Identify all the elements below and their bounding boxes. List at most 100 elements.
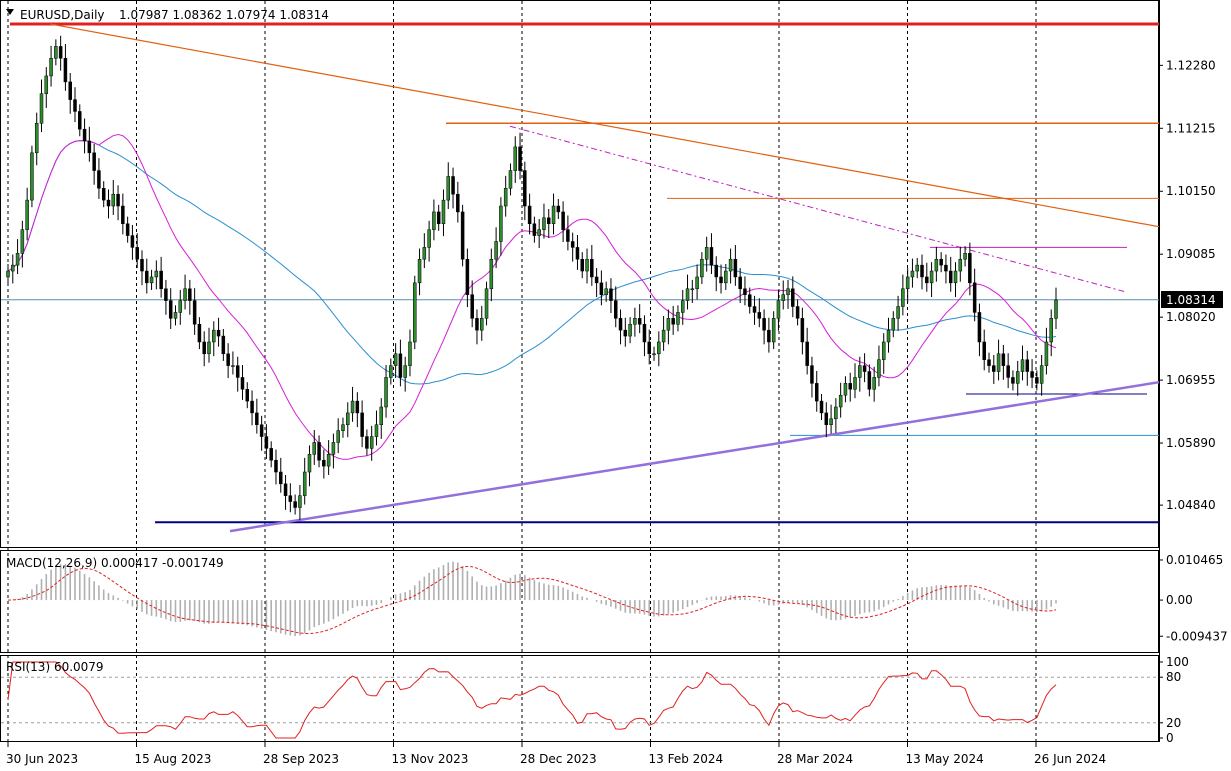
candle	[752, 306, 757, 313]
candle	[862, 365, 867, 372]
x-tick-label: 13 May 2024	[906, 752, 984, 766]
rsi-panel-frame	[0, 655, 1159, 742]
x-tick-label: 28 Sep 2023	[263, 752, 339, 766]
candle	[618, 318, 623, 331]
candle	[111, 193, 116, 207]
candle	[30, 152, 34, 201]
candle	[11, 264, 15, 272]
candle	[958, 258, 963, 272]
candle	[680, 300, 685, 313]
y-tick-label: 1.10150	[1166, 184, 1216, 198]
x-tick-label: 30 Jun 2023	[6, 752, 78, 766]
candle	[623, 329, 628, 337]
candle	[647, 341, 651, 355]
candle	[154, 270, 159, 278]
candle	[307, 454, 312, 473]
candle	[728, 258, 733, 272]
candle	[661, 329, 666, 343]
candle	[886, 329, 891, 343]
candle	[197, 323, 202, 343]
candle	[216, 329, 221, 337]
candle	[719, 276, 723, 284]
x-tick-label: 26 Jun 2024	[1034, 752, 1106, 766]
candle	[221, 335, 226, 355]
candle	[274, 459, 278, 473]
candle	[231, 365, 235, 367]
candle	[551, 205, 556, 225]
candle	[87, 140, 92, 154]
candle	[68, 81, 72, 100]
candle	[465, 258, 470, 295]
candle	[518, 146, 522, 171]
candle	[666, 318, 671, 331]
candle	[365, 436, 369, 449]
candle	[25, 199, 29, 230]
candle	[408, 341, 412, 366]
candle	[877, 359, 881, 378]
candle	[891, 318, 896, 331]
candle	[972, 282, 977, 313]
candle	[805, 341, 809, 366]
candle	[838, 394, 843, 408]
candle	[360, 412, 364, 437]
candle	[78, 111, 82, 130]
candle	[987, 359, 991, 366]
candle	[446, 176, 451, 201]
rsi-y-tick-label: 20	[1166, 716, 1181, 730]
candle	[604, 288, 608, 295]
moving-average-fast	[7, 133, 1057, 460]
rsi-y-tick-label: 100	[1166, 655, 1189, 669]
candle	[451, 176, 455, 195]
candle	[460, 211, 465, 260]
candle	[97, 170, 101, 189]
candle	[599, 282, 604, 295]
candle	[475, 318, 479, 331]
candle	[125, 223, 130, 236]
candle	[527, 205, 532, 225]
candle	[843, 383, 848, 396]
ohlc-values: 1.07987 1.08362 1.07974 1.08314	[119, 8, 329, 22]
candle	[724, 270, 728, 284]
candle	[130, 235, 135, 248]
candle	[637, 318, 642, 325]
candle	[168, 300, 173, 319]
candle	[6, 270, 10, 278]
candle	[336, 430, 340, 443]
candle	[929, 270, 934, 284]
candle	[427, 229, 431, 248]
candle	[824, 412, 829, 425]
candle	[513, 146, 518, 171]
candle	[436, 211, 441, 225]
candle	[757, 312, 762, 319]
candle	[255, 412, 259, 425]
candle	[690, 288, 695, 291]
candle	[925, 276, 929, 284]
candle	[259, 424, 264, 437]
candle	[652, 353, 656, 356]
candle	[54, 46, 58, 59]
dropdown-arrow-icon[interactable]	[6, 9, 14, 15]
x-tick-label: 15 Aug 2023	[135, 752, 212, 766]
candle	[135, 247, 139, 260]
macd-panel-frame	[0, 550, 1159, 653]
candle	[331, 442, 336, 455]
candle	[1025, 359, 1030, 372]
candle	[709, 247, 714, 266]
rsi-line	[7, 661, 1057, 739]
candle	[747, 294, 752, 307]
candle	[226, 353, 230, 366]
candle	[140, 258, 144, 272]
candle	[145, 270, 149, 284]
macd-y-tick-label: 0.00	[1166, 593, 1193, 607]
candle	[92, 152, 96, 171]
candle	[1001, 353, 1006, 366]
candle	[101, 188, 106, 201]
candle	[814, 383, 819, 402]
candle	[202, 341, 206, 355]
candle	[73, 99, 77, 112]
candle	[149, 276, 154, 284]
candle	[350, 400, 355, 414]
candle	[1049, 318, 1053, 343]
candle	[484, 288, 489, 319]
